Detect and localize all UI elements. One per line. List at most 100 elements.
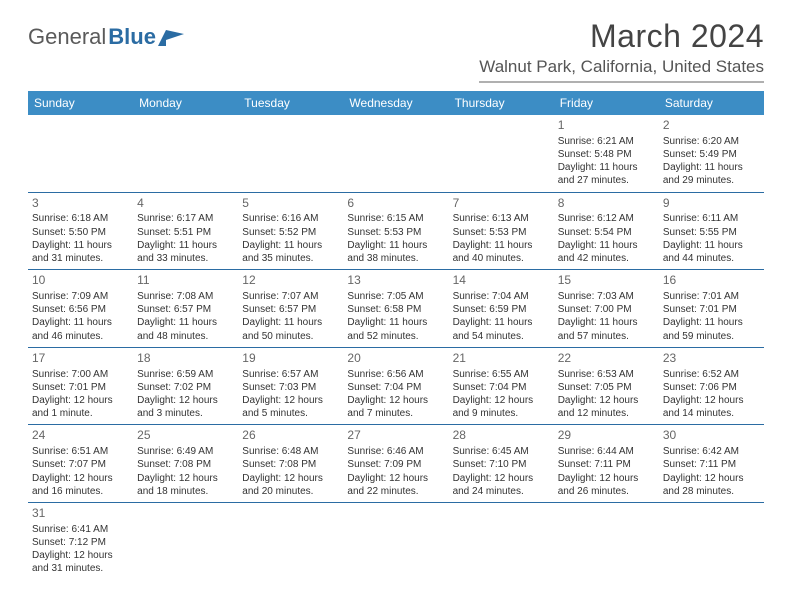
sunset-line: Sunset: 7:00 PM xyxy=(558,303,655,316)
day-number: 26 xyxy=(242,428,339,444)
calendar-row: 10Sunrise: 7:09 AMSunset: 6:56 PM Dayligh… xyxy=(28,270,764,348)
calendar-row: 17Sunrise: 7:00 AMSunset: 7:01 PMDayligh… xyxy=(28,347,764,425)
calendar-body: 1Sunrise: 6:21 AMSunset: 5:48 PMDaylight… xyxy=(28,115,764,579)
calendar-cell: 7Sunrise: 6:13 AMSunset: 5:53 PMDaylight… xyxy=(449,192,554,270)
sunset-line: Sunset: 7:01 PM xyxy=(663,303,760,316)
sunset-line: Sunset: 7:03 PM xyxy=(242,381,339,394)
calendar-cell: 5Sunrise: 6:16 AMSunset: 5:52 PMDaylight… xyxy=(238,192,343,270)
calendar-cell: 19Sunrise: 6:57 AMSunset: 7:03 PMDayligh… xyxy=(238,347,343,425)
daylight-line: Daylight: 12 hours and 5 minutes. xyxy=(242,394,339,420)
calendar-cell: 31Sunrise: 6:41 AMSunset: 7:12 PMDayligh… xyxy=(28,502,133,579)
calendar-cell: 13Sunrise: 7:05 AMSunset: 6:58 PMDayligh… xyxy=(343,270,448,348)
daylight-line: Daylight: 11 hours and 40 minutes. xyxy=(453,239,550,265)
daylight-line: Daylight: 11 hours and 57 minutes. xyxy=(558,316,655,342)
sunset-line: Sunset: 6:58 PM xyxy=(347,303,444,316)
day-number: 1 xyxy=(558,118,655,134)
daylight-line: Daylight: 12 hours and 7 minutes. xyxy=(347,394,444,420)
sunset-line: Sunset: 7:11 PM xyxy=(663,458,760,471)
flag-icon xyxy=(158,28,184,46)
sunset-line: Sunset: 5:51 PM xyxy=(137,226,234,239)
sunset-line: Sunset: 5:54 PM xyxy=(558,226,655,239)
sunrise-line: Sunrise: 7:05 AM xyxy=(347,290,444,303)
sunset-line: Sunset: 5:50 PM xyxy=(32,226,129,239)
day-number: 10 xyxy=(32,273,129,289)
day-number: 6 xyxy=(347,196,444,212)
calendar-cell: 26Sunrise: 6:48 AMSunset: 7:08 PMDayligh… xyxy=(238,425,343,503)
calendar-table: SundayMondayTuesdayWednesdayThursdayFrid… xyxy=(28,91,764,579)
calendar-cell: 16Sunrise: 7:01 AMSunset: 7:01 PMDayligh… xyxy=(659,270,764,348)
day-number: 28 xyxy=(453,428,550,444)
sunrise-line: Sunrise: 6:57 AM xyxy=(242,368,339,381)
calendar-cell: 4Sunrise: 6:17 AMSunset: 5:51 PMDaylight… xyxy=(133,192,238,270)
weekday-header: Thursday xyxy=(449,91,554,115)
daylight-line: Daylight: 11 hours and 52 minutes. xyxy=(347,316,444,342)
sunrise-line: Sunrise: 6:13 AM xyxy=(453,212,550,225)
daylight-line: Daylight: 11 hours and 29 minutes. xyxy=(663,161,760,187)
daylight-line: Daylight: 12 hours and 12 minutes. xyxy=(558,394,655,420)
sunrise-line: Sunrise: 6:55 AM xyxy=(453,368,550,381)
day-number: 8 xyxy=(558,196,655,212)
sunrise-line: Sunrise: 7:09 AM xyxy=(32,290,129,303)
weekday-header: Sunday xyxy=(28,91,133,115)
sunrise-line: Sunrise: 7:00 AM xyxy=(32,368,129,381)
calendar-cell-empty xyxy=(238,115,343,192)
calendar-cell-empty xyxy=(343,502,448,579)
sunrise-line: Sunrise: 6:41 AM xyxy=(32,523,129,536)
daylight-line: Daylight: 11 hours and 48 minutes. xyxy=(137,316,234,342)
calendar-cell: 20Sunrise: 6:56 AMSunset: 7:04 PMDayligh… xyxy=(343,347,448,425)
sunset-line: Sunset: 6:57 PM xyxy=(242,303,339,316)
day-number: 17 xyxy=(32,351,129,367)
calendar-cell: 6Sunrise: 6:15 AMSunset: 5:53 PMDaylight… xyxy=(343,192,448,270)
calendar-cell-empty xyxy=(28,115,133,192)
day-number: 24 xyxy=(32,428,129,444)
calendar-cell-empty xyxy=(238,502,343,579)
daylight-line: Daylight: 11 hours and 33 minutes. xyxy=(137,239,234,265)
daylight-line: Daylight: 11 hours and 27 minutes. xyxy=(558,161,655,187)
calendar-cell: 12Sunrise: 7:07 AMSunset: 6:57 PMDayligh… xyxy=(238,270,343,348)
sunrise-line: Sunrise: 7:03 AM xyxy=(558,290,655,303)
sunrise-line: Sunrise: 6:11 AM xyxy=(663,212,760,225)
daylight-line: Daylight: 11 hours and 35 minutes. xyxy=(242,239,339,265)
day-number: 15 xyxy=(558,273,655,289)
day-number: 29 xyxy=(558,428,655,444)
sunrise-line: Sunrise: 6:18 AM xyxy=(32,212,129,225)
daylight-line: Daylight: 12 hours and 18 minutes. xyxy=(137,472,234,498)
day-number: 13 xyxy=(347,273,444,289)
daylight-line: Daylight: 11 hours and 59 minutes. xyxy=(663,316,760,342)
day-number: 22 xyxy=(558,351,655,367)
calendar-cell: 10Sunrise: 7:09 AMSunset: 6:56 PMDayligh… xyxy=(28,270,133,348)
sunset-line: Sunset: 5:55 PM xyxy=(663,226,760,239)
calendar-cell: 28Sunrise: 6:45 AMSunset: 7:10 PMDayligh… xyxy=(449,425,554,503)
weekday-header: Friday xyxy=(554,91,659,115)
sunrise-line: Sunrise: 6:46 AM xyxy=(347,445,444,458)
calendar-cell: 17Sunrise: 7:00 AMSunset: 7:01 PMDayligh… xyxy=(28,347,133,425)
calendar-cell: 22Sunrise: 6:53 AMSunset: 7:05 PMDayligh… xyxy=(554,347,659,425)
sunset-line: Sunset: 5:49 PM xyxy=(663,148,760,161)
brand-part1: General xyxy=(28,24,106,50)
title-block: March 2024 Walnut Park, California, Unit… xyxy=(479,18,764,83)
sunset-line: Sunset: 6:57 PM xyxy=(137,303,234,316)
day-number: 19 xyxy=(242,351,339,367)
sunrise-line: Sunrise: 6:42 AM xyxy=(663,445,760,458)
day-number: 2 xyxy=(663,118,760,134)
daylight-line: Daylight: 12 hours and 28 minutes. xyxy=(663,472,760,498)
daylight-line: Daylight: 12 hours and 31 minutes. xyxy=(32,549,129,575)
sunset-line: Sunset: 6:56 PM xyxy=(32,303,129,316)
calendar-cell: 23Sunrise: 6:52 AMSunset: 7:06 PMDayligh… xyxy=(659,347,764,425)
calendar-cell-empty xyxy=(449,115,554,192)
daylight-line: Daylight: 12 hours and 9 minutes. xyxy=(453,394,550,420)
daylight-line: Daylight: 12 hours and 16 minutes. xyxy=(32,472,129,498)
brand-part2: Blue xyxy=(108,24,156,50)
sunset-line: Sunset: 7:04 PM xyxy=(453,381,550,394)
sunrise-line: Sunrise: 6:45 AM xyxy=(453,445,550,458)
header: GeneralBlue March 2024 Walnut Park, Cali… xyxy=(28,18,764,83)
day-number: 4 xyxy=(137,196,234,212)
calendar-cell: 1Sunrise: 6:21 AMSunset: 5:48 PMDaylight… xyxy=(554,115,659,192)
weekday-header: Monday xyxy=(133,91,238,115)
calendar-row: 3Sunrise: 6:18 AMSunset: 5:50 PMDaylight… xyxy=(28,192,764,270)
weekday-header: Wednesday xyxy=(343,91,448,115)
day-number: 21 xyxy=(453,351,550,367)
sunrise-line: Sunrise: 6:52 AM xyxy=(663,368,760,381)
day-number: 5 xyxy=(242,196,339,212)
calendar-row: 31Sunrise: 6:41 AMSunset: 7:12 PMDayligh… xyxy=(28,502,764,579)
